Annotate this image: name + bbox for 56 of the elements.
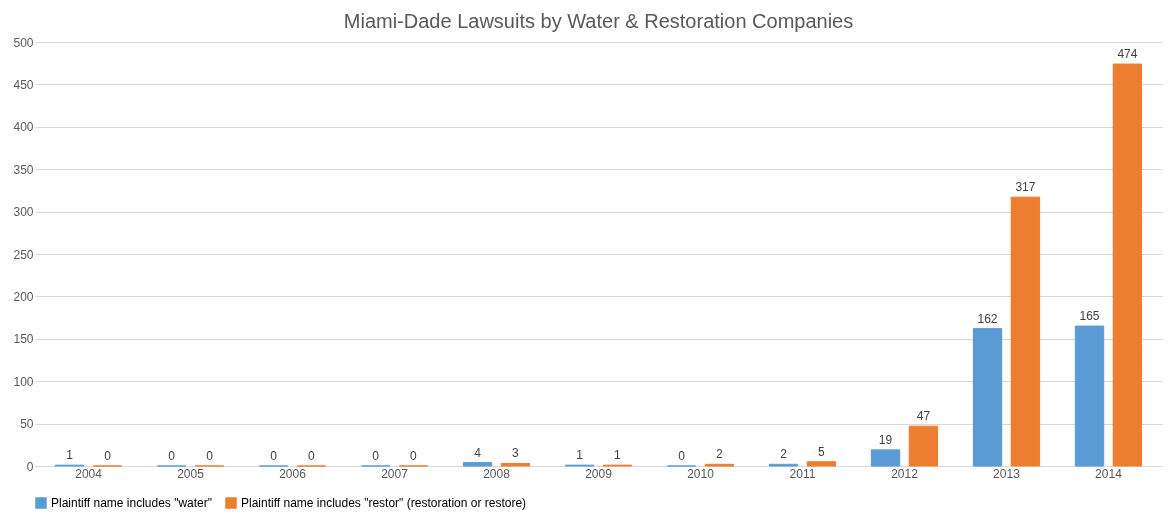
y-tick-label: 350 <box>13 162 34 177</box>
x-tick-label: 2010 <box>687 466 715 481</box>
data-label: 4 <box>474 445 482 460</box>
bar <box>1010 196 1041 467</box>
bar <box>972 328 1003 467</box>
data-label: 47 <box>916 409 931 424</box>
x-tick-label: 2007 <box>381 466 409 481</box>
data-label: 317 <box>1015 180 1036 195</box>
data-label: 1 <box>576 448 584 463</box>
data-label: 0 <box>308 449 316 463</box>
x-tick-label: 2014 <box>1095 466 1123 481</box>
data-label: 1 <box>614 448 622 463</box>
bar <box>870 449 901 467</box>
data-label: 0 <box>270 449 278 463</box>
data-label: 0 <box>372 449 380 463</box>
y-tick-label: 500 <box>13 35 34 50</box>
data-label: 165 <box>1079 309 1100 324</box>
y-tick-label: 0 <box>26 459 34 474</box>
data-label: 0 <box>678 449 686 463</box>
x-tick-label: 2008 <box>483 466 511 481</box>
y-tick-label: 100 <box>13 374 34 389</box>
bar <box>1074 325 1105 467</box>
y-tick-label: 50 <box>20 417 34 432</box>
x-tick-label: 2004 <box>75 466 103 481</box>
data-label: 474 <box>1117 47 1138 62</box>
legend-label: Plaintiff name includes "water" <box>51 496 213 510</box>
y-tick-label: 450 <box>13 77 34 92</box>
data-label: 1 <box>66 448 74 463</box>
bar <box>908 425 939 467</box>
data-label: 2 <box>780 447 788 462</box>
y-tick-label: 400 <box>13 120 34 135</box>
x-tick-label: 2009 <box>585 466 613 481</box>
data-label: 0 <box>206 449 214 463</box>
data-label: 162 <box>977 311 998 326</box>
x-tick-label: 2011 <box>789 466 816 481</box>
data-label: 3 <box>512 446 520 461</box>
chart-title: Miami-Dade Lawsuits by Water & Restoration Companies <box>343 10 854 32</box>
bar <box>1112 63 1143 467</box>
x-tick-label: 2013 <box>993 466 1021 481</box>
data-label: 0 <box>104 449 112 463</box>
bar <box>462 462 493 467</box>
y-tick-label: 300 <box>13 205 34 220</box>
y-tick-label: 150 <box>13 332 34 347</box>
data-label: 5 <box>818 444 826 459</box>
x-tick-label: 2005 <box>177 466 205 481</box>
data-label: 0 <box>410 449 418 463</box>
bar <box>806 461 837 467</box>
x-tick-label: 2012 <box>891 466 919 481</box>
y-tick-label: 250 <box>13 247 34 262</box>
legend-label: Plaintiff name includes "restor" (restoration or restore) <box>241 496 527 510</box>
bar <box>500 462 531 467</box>
data-label: 0 <box>168 449 176 463</box>
x-tick-label: 2006 <box>279 466 307 481</box>
data-label: 2 <box>716 447 724 462</box>
data-label: 19 <box>878 432 893 447</box>
y-tick-label: 200 <box>13 289 34 304</box>
